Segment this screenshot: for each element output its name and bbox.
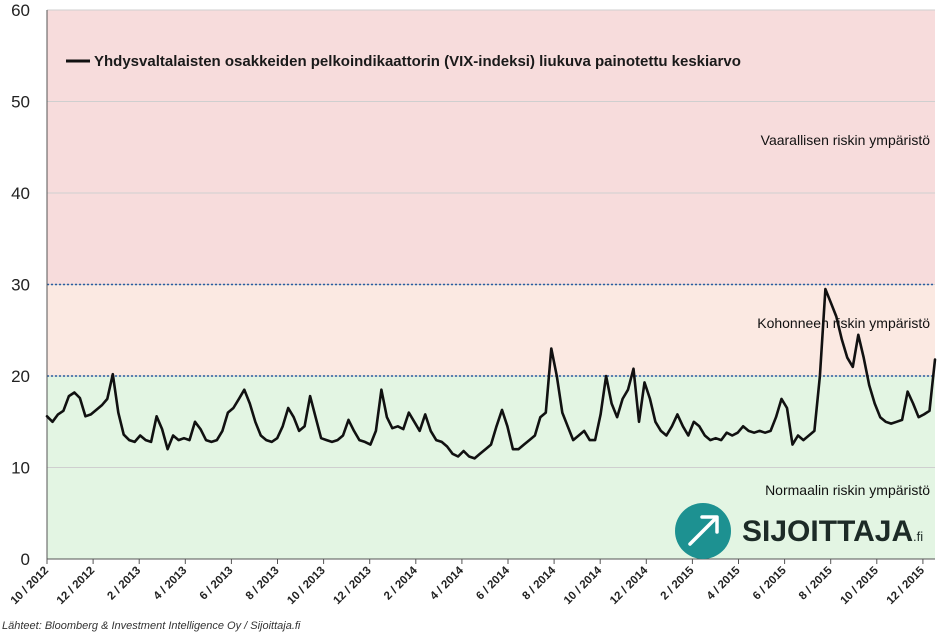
y-tick-label-5: 50 (11, 93, 30, 112)
y-tick-label-1: 10 (11, 459, 30, 478)
zone-label-2: Vaarallisen riskin ympäristö (761, 132, 931, 148)
x-tick-label-5: 8 / 2013 (244, 565, 282, 603)
x-tick-label-8: 2 / 2014 (382, 564, 420, 602)
x-tick-label-6: 10 / 2013 (285, 565, 327, 607)
series-layer (45, 287, 937, 460)
risk-zone-2 (47, 10, 935, 285)
y-tick-label-2: 20 (11, 367, 30, 386)
y-tick-label-4: 40 (11, 184, 30, 203)
brand-logo: SIJOITTAJA .fi (675, 503, 923, 559)
x-tick-label-13: 12 / 2014 (608, 564, 651, 607)
x-tick-label-15: 4 / 2015 (705, 564, 743, 602)
x-tick-label-9: 4 / 2014 (428, 564, 466, 602)
x-tick-label-14: 2 / 2015 (659, 564, 697, 602)
x-tick-label-16: 6 / 2015 (751, 564, 789, 602)
source-note: Lähteet: Bloomberg & Investment Intellig… (2, 620, 301, 632)
arrow-up-right-icon (688, 515, 719, 546)
x-axis-ticks: 10 / 2012 12 / 2012 2 / 2013 4 / 2013 6 / 20… (9, 559, 928, 607)
brand-suffix: .fi (913, 529, 923, 544)
x-tick-label-11: 8 / 2014 (520, 564, 558, 602)
axes (46, 10, 935, 560)
risk-zone-1 (47, 284, 935, 376)
x-tick-label-19: 12 / 2015 (885, 564, 928, 607)
x-tick-label-17: 8 / 2015 (797, 564, 835, 602)
x-tick-label-12: 10 / 2014 (562, 564, 605, 607)
legend: Yhdysvaltalaisten osakkeiden pelkoindika… (66, 53, 741, 70)
x-tick-label-0: 10 / 2012 (9, 565, 51, 607)
y-tick-label-6: 60 (11, 1, 30, 20)
y-tick-label-0: 0 (21, 550, 30, 569)
x-tick-label-18: 10 / 2015 (839, 564, 882, 607)
x-tick-label-2: 2 / 2013 (105, 565, 143, 603)
threshold-lines (47, 283, 935, 377)
x-tick-label-7: 12 / 2013 (331, 565, 373, 607)
y-tick-label-3: 30 (11, 276, 30, 295)
x-tick-label-4: 6 / 2013 (198, 565, 236, 603)
x-tick-label-3: 4 / 2013 (152, 565, 190, 603)
brand-name: SIJOITTAJA (742, 515, 913, 548)
x-tick-label-10: 6 / 2014 (474, 564, 512, 602)
zone-label-1: Kohonneen riskin ympäristö (757, 315, 930, 331)
zone-labels: Normaalin riskin ympäristö Kohonneen risk… (757, 132, 930, 498)
series-line-0 (45, 287, 937, 460)
y-axis-ticks: 0 10 20 30 40 50 60 (11, 1, 30, 569)
zone-label-0: Normaalin riskin ympäristö (765, 482, 930, 498)
x-tick-label-1: 12 / 2012 (55, 565, 97, 607)
legend-label: Yhdysvaltalaisten osakkeiden pelkoindika… (94, 53, 741, 70)
